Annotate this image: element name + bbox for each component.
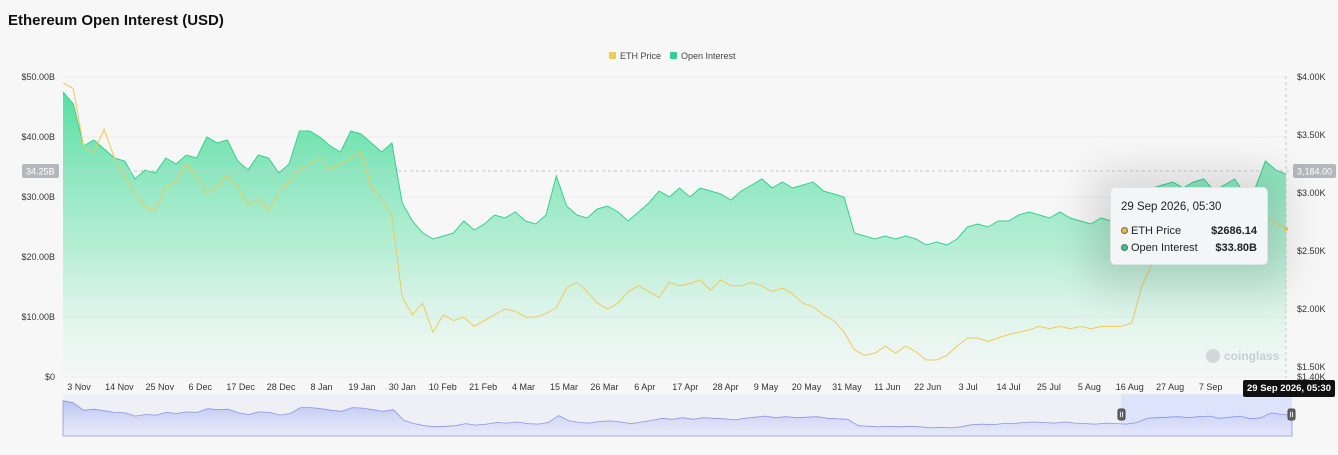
- y-left-tick-label: $20.00B: [21, 252, 55, 262]
- x-tick-label: 17 Dec: [226, 382, 255, 392]
- x-tick-label: 25 Jul: [1037, 382, 1061, 392]
- eth-price-marker: [1284, 227, 1288, 231]
- y-axis-left: $0 $10.00B $20.00B $30.00B $40.00B $50.00B: [21, 72, 55, 382]
- x-tick-label: 25 Nov: [146, 382, 175, 392]
- x-tick-label: 6 Apr: [634, 382, 655, 392]
- page-title: Ethereum Open Interest (USD): [8, 12, 224, 29]
- y-left-tick-label: $10.00B: [21, 312, 55, 322]
- y-right-tick-label: $2.50K: [1297, 246, 1326, 256]
- tooltip-eth-price-value: $2686.14: [1211, 224, 1257, 237]
- svg-text:34.25B: 34.25B: [26, 167, 55, 177]
- y-right-tick-label: $2.00K: [1297, 304, 1326, 314]
- y-right-tick-label: $1.50K: [1297, 362, 1326, 372]
- x-tick-label: 15 Mar: [550, 382, 578, 392]
- eth-price-line: [62, 82, 1287, 361]
- tooltip-eth-price-name: ETH Price: [1131, 224, 1182, 237]
- y-right-tick-label: $3.00K: [1297, 188, 1326, 198]
- y-left-tick-label: $0: [45, 372, 55, 382]
- x-axis: 3 Nov 14 Nov 25 Nov 6 Dec 17 Dec 28 Dec 8 Jan 1…: [67, 382, 1256, 392]
- open-interest-area: [63, 92, 1286, 377]
- watermark-text: coinglass: [1224, 349, 1280, 363]
- x-tick-label: 14 Nov: [105, 382, 134, 392]
- x-tick-label: 14 Jul: [997, 382, 1021, 392]
- y-right-tick-label: $1.40K: [1297, 372, 1326, 382]
- chart-legend[interactable]: ETH Price Open Interest: [609, 51, 736, 61]
- navigator-handle-left[interactable]: [1117, 408, 1126, 421]
- x-tick-label: 31 May: [832, 382, 862, 392]
- x-tick-label: 19 Jan: [348, 382, 375, 392]
- y-right-tick-label: $4.00K: [1297, 72, 1326, 82]
- x-tick-label: 4 Mar: [512, 382, 535, 392]
- tooltip-open-interest-value: $33.80B: [1215, 241, 1257, 254]
- tooltip-open-interest-name: Open Interest: [1131, 241, 1198, 254]
- x-tick-label: 3 Nov: [67, 382, 91, 392]
- legend-swatch-eth-price[interactable]: [609, 52, 616, 59]
- y-axis-right: $1.40K$1.50K $2.00K $2.50K $3.00K $3.50K $4.0…: [1297, 72, 1326, 382]
- x-tick-label: 21 Feb: [469, 382, 497, 392]
- crosshair-left-label: 34.25B: [22, 164, 59, 178]
- y-right-tick-label: $3.50K: [1297, 130, 1326, 140]
- x-tick-label: 26 Mar: [590, 382, 618, 392]
- x-tick-label: 17 Apr: [672, 382, 698, 392]
- x-tick-label: 22 Jun: [914, 382, 941, 392]
- eth-price-dot-icon: [1121, 227, 1128, 234]
- y-left-tick-label: $40.00B: [21, 132, 55, 142]
- y-left-tick-label: $30.00B: [21, 192, 55, 202]
- crosshair-x-label: 29 Sep 2026, 05:30: [1243, 380, 1335, 397]
- navigator-handle-right[interactable]: [1287, 408, 1296, 421]
- open-interest-dot-icon: [1121, 244, 1128, 251]
- open-interest-line: [62, 91, 1287, 246]
- tooltip-date: 29 Sep 2026, 05:30: [1121, 201, 1222, 213]
- x-tick-label: 8 Jan: [310, 382, 332, 392]
- svg-text:3,184.00: 3,184.00: [1297, 167, 1332, 177]
- x-tick-label: 9 May: [754, 382, 779, 392]
- coinglass-logo-icon: [1206, 349, 1220, 363]
- legend-swatch-open-interest[interactable]: [670, 52, 677, 59]
- navigator-area: [62, 400, 1293, 437]
- x-tick-label: 10 Feb: [429, 382, 457, 392]
- x-tick-label: 11 Jun: [874, 382, 900, 392]
- legend-label-eth-price[interactable]: ETH Price: [620, 51, 661, 61]
- legend-label-open-interest[interactable]: Open Interest: [681, 51, 736, 61]
- crosshair-right-label: 3,184.00: [1293, 164, 1336, 178]
- x-tick-label: 30 Jan: [389, 382, 416, 392]
- x-tick-label: 3 Jul: [959, 382, 978, 392]
- x-tick-label: 27 Aug: [1156, 382, 1184, 392]
- tooltip-row-eth-price: ETH Price $2686.14: [1121, 222, 1257, 239]
- x-tick-label: 7 Sep: [1199, 382, 1223, 392]
- x-tick-label: 28 Dec: [267, 382, 296, 392]
- x-tick-label: 16 Aug: [1116, 382, 1144, 392]
- x-tick-label: 5 Aug: [1078, 382, 1101, 392]
- y-left-tick-label: $50.00B: [21, 72, 55, 82]
- x-tick-label: 6 Dec: [188, 382, 212, 392]
- tooltip-row-open-interest: Open Interest $33.80B: [1121, 239, 1257, 256]
- x-tick-label: 20 May: [792, 382, 822, 392]
- data-tooltip: 29 Sep 2026, 05:30 ETH Price $2686.14 Op…: [1110, 187, 1268, 265]
- range-navigator[interactable]: [62, 394, 1296, 437]
- coinglass-watermark: coinglass: [1206, 349, 1279, 363]
- x-tick-label: 28 Apr: [713, 382, 739, 392]
